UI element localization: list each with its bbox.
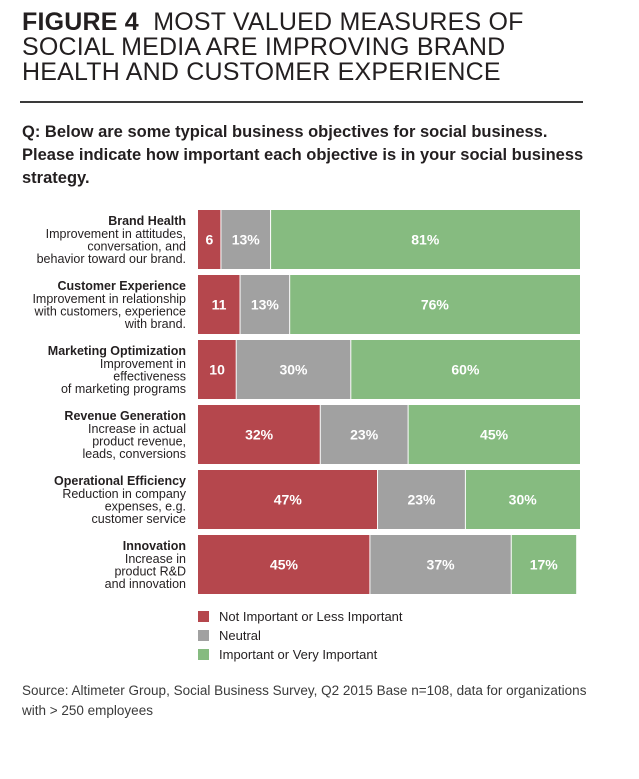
data-label-marketing-optimization-important: 60%: [451, 362, 480, 378]
category-description-brand-health: Improvement in attitudes,: [46, 227, 186, 241]
category-title-revenue-generation: Revenue Generation: [64, 409, 186, 423]
bar-segment-customer-experience-neutral: [240, 275, 290, 334]
bar-segment-operational-efficiency-important: [465, 470, 580, 529]
data-label-marketing-optimization-neutral: 30%: [279, 362, 308, 378]
data-label-revenue-generation-not-important: 32%: [245, 427, 274, 443]
data-label-operational-efficiency-neutral: 23%: [407, 492, 436, 508]
bar-segment-customer-experience-not-important: [198, 275, 241, 334]
category-title-marketing-optimization: Marketing Optimization: [48, 344, 186, 358]
data-label-innovation-neutral: 37%: [427, 557, 456, 573]
bar-segment-operational-efficiency-not-important: [198, 470, 378, 529]
category-description-marketing-optimization: effectiveness: [113, 370, 186, 384]
data-label-customer-experience-not-important: 11: [212, 297, 227, 313]
category-description-innovation: product R&D: [114, 565, 186, 579]
bar-segment-marketing-optimization-not-important: [198, 340, 237, 399]
figure-label: FIGURE 4: [22, 8, 139, 36]
legend-label-important: Important or Very Important: [219, 647, 378, 662]
figure-title: FIGURE 4 MOST VALUED MEASURES OF SOCIAL …: [22, 10, 582, 85]
category-title-operational-efficiency: Operational Efficiency: [54, 474, 186, 488]
bar-segment-innovation-important: [511, 535, 577, 594]
bar-segment-brand-health-important: [270, 210, 580, 269]
title-divider: [20, 101, 583, 103]
category-title-innovation: Innovation: [123, 539, 186, 553]
bar-segment-operational-efficiency-neutral: [377, 470, 466, 529]
category-description-customer-experience: with brand.: [124, 317, 186, 331]
category-description-revenue-generation: product revenue,: [92, 435, 186, 449]
data-label-brand-health-important: 81%: [411, 232, 440, 248]
data-label-innovation-not-important: 45%: [270, 557, 299, 573]
bar-segment-innovation-not-important: [198, 535, 370, 594]
legend-label-neutral: Neutral: [219, 628, 261, 643]
data-label-marketing-optimization-not-important: 10: [209, 362, 225, 378]
survey-question: Q: Below are some typical business objec…: [22, 123, 584, 187]
legend-item-not-important: Not Important or Less Important: [198, 607, 403, 626]
legend-item-neutral: Neutral: [198, 626, 403, 645]
data-label-customer-experience-important: 76%: [421, 297, 450, 313]
data-label-innovation-important: 17%: [530, 557, 559, 573]
category-description-operational-efficiency: expenses, e.g.: [105, 500, 186, 514]
data-label-revenue-generation-important: 45%: [480, 427, 509, 443]
data-label-operational-efficiency-not-important: 47%: [274, 492, 303, 508]
category-description-revenue-generation: leads, conversions: [82, 447, 186, 461]
bar-segment-marketing-optimization-neutral: [236, 340, 351, 399]
category-description-innovation: and innovation: [105, 577, 186, 591]
bar-segment-customer-experience-important: [289, 275, 580, 334]
bar-segment-revenue-generation-important: [408, 405, 580, 464]
source-note: Source: Altimeter Group, Social Business…: [22, 683, 587, 718]
data-label-revenue-generation-neutral: 23%: [350, 427, 379, 443]
legend-swatch-important: [198, 649, 209, 660]
bar-segment-marketing-optimization-important: [350, 340, 580, 399]
chart-legend: Not Important or Less Important Neutral …: [198, 607, 403, 664]
category-description-customer-experience: with customers, experience: [34, 305, 187, 319]
figure-title-text: MOST VALUED MEASURES OF SOCIAL MEDIA ARE…: [22, 8, 524, 86]
category-description-marketing-optimization: Improvement in: [100, 357, 186, 371]
category-description-operational-efficiency: Reduction in company: [62, 487, 186, 501]
bar-segment-brand-health-neutral: [220, 210, 271, 269]
data-label-customer-experience-neutral: 13%: [251, 297, 280, 313]
legend-swatch-not-important: [198, 611, 209, 622]
category-title-customer-experience: Customer Experience: [57, 279, 186, 293]
legend-label-not-important: Not Important or Less Important: [219, 609, 403, 624]
bar-segment-revenue-generation-neutral: [320, 405, 409, 464]
category-description-customer-experience: Improvement in relationship: [32, 292, 186, 306]
bar-segment-brand-health-not-important: [198, 210, 221, 269]
bar-segment-revenue-generation-not-important: [198, 405, 321, 464]
legend-swatch-neutral: [198, 630, 209, 641]
category-description-operational-efficiency: customer service: [92, 512, 187, 526]
category-title-brand-health: Brand Health: [108, 214, 186, 228]
category-description-marketing-optimization: of marketing programs: [61, 382, 186, 396]
category-description-brand-health: conversation, and: [87, 240, 186, 254]
category-description-brand-health: behavior toward our brand.: [37, 252, 186, 266]
category-description-revenue-generation: Increase in actual: [88, 422, 186, 436]
category-description-innovation: Increase in: [125, 552, 186, 566]
legend-item-important: Important or Very Important: [198, 645, 403, 664]
data-label-operational-efficiency-important: 30%: [509, 492, 538, 508]
data-label-brand-health-not-important: 6: [206, 232, 214, 248]
bar-segment-innovation-neutral: [369, 535, 512, 594]
data-label-brand-health-neutral: 13%: [232, 232, 261, 248]
